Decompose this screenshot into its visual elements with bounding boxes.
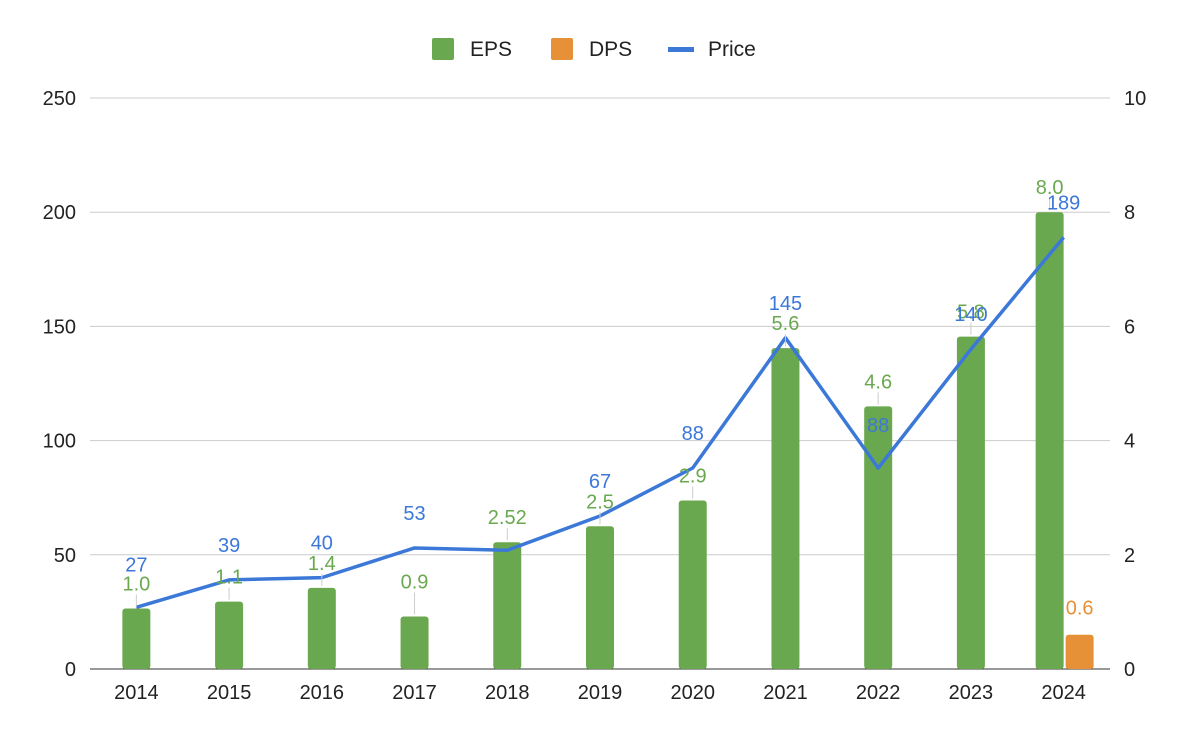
dps-data-label: 0.6 [1066,598,1094,620]
x-tick-label: 2024 [1041,682,1086,704]
price-data-label: 53 [403,503,425,525]
eps-bar [122,608,151,669]
price-data-label: 39 [218,535,240,557]
x-tick-label: 2019 [578,682,623,704]
x-tick-label: 2018 [485,682,530,704]
dps-bar [1065,634,1094,669]
y-left-tick-label: 150 [43,316,76,338]
x-tick-label: 2023 [949,682,994,704]
y-right-tick-label: 10 [1124,88,1146,110]
y-left-tick-label: 100 [43,431,76,453]
price-data-label: 88 [682,423,704,445]
legend-label: DPS [589,38,632,61]
legend-swatch [432,38,454,60]
eps-bar [1035,212,1064,669]
x-tick-label: 2015 [207,682,252,704]
eps-bar [771,348,800,669]
y-right-tick-label: 0 [1124,659,1135,681]
eps-data-label: 1.0 [122,573,150,595]
price-data-label: 145 [769,293,802,315]
axes: 0 50 100 150 200 250 0 2 4 6 8 10 2014 2015 2016 2017 20… [43,88,1147,704]
y-right-tick-label: 4 [1124,431,1135,453]
x-tick-label: 2014 [114,682,159,704]
y-left-tick-label: 50 [54,545,76,567]
y-left-tick-label: 0 [65,659,76,681]
x-tick-label: 2021 [763,682,808,704]
eps-data-label: 1.4 [308,553,336,575]
eps-data-label: 2.9 [679,466,707,488]
eps-data-label: 8.0 [1036,177,1064,199]
y-left-tick-label: 250 [43,88,76,110]
x-tick-label: 2017 [392,682,437,704]
gridlines [90,97,1110,670]
eps-data-label: 5.6 [772,313,800,335]
eps-data-label: 2.5 [586,491,614,513]
eps-bar [215,601,244,669]
price-data-label: 140 [954,304,987,326]
x-tick-label: 2020 [670,682,715,704]
legend-swatch [551,38,573,60]
eps-data-label: 5.8 [957,302,985,324]
price-data-label: 67 [589,471,611,493]
y-right-tick-label: 2 [1124,545,1135,567]
legend-label: EPS [470,38,512,61]
y-right-tick-label: 8 [1124,202,1135,224]
price-data-label: 88 [867,415,889,437]
x-tick-label: 2016 [300,682,345,704]
x-tick-label: 2022 [856,682,901,704]
legend-label: Price [708,38,756,61]
legend-line-swatch [668,47,694,52]
price-data-label: 27 [125,554,147,576]
eps-bar [678,500,707,669]
eps-data-label: 4.6 [864,371,892,393]
eps-bar [956,336,985,669]
y-right-tick-label: 6 [1124,316,1135,338]
legend: EPS DPS Price [432,38,756,61]
eps-bar [493,542,522,669]
price-data-label: 40 [311,533,333,555]
eps-bar [400,616,429,669]
bar-series [122,212,1094,669]
eps-data-label: 0.9 [401,571,429,593]
eps-data-label: 2.52 [488,507,527,529]
price-data-label: 189 [1047,192,1080,214]
eps-bar [586,526,614,669]
eps-data-label: 1.1 [215,567,243,589]
y-left-tick-label: 200 [43,202,76,224]
eps-bar [864,406,893,669]
data-labels: 1.0 1.1 1.4 0.9 2.52 2.5 2.9 5.6 4.6 5.8 8.0 0.6 27 3… [122,177,1093,620]
eps-bar [307,587,336,669]
